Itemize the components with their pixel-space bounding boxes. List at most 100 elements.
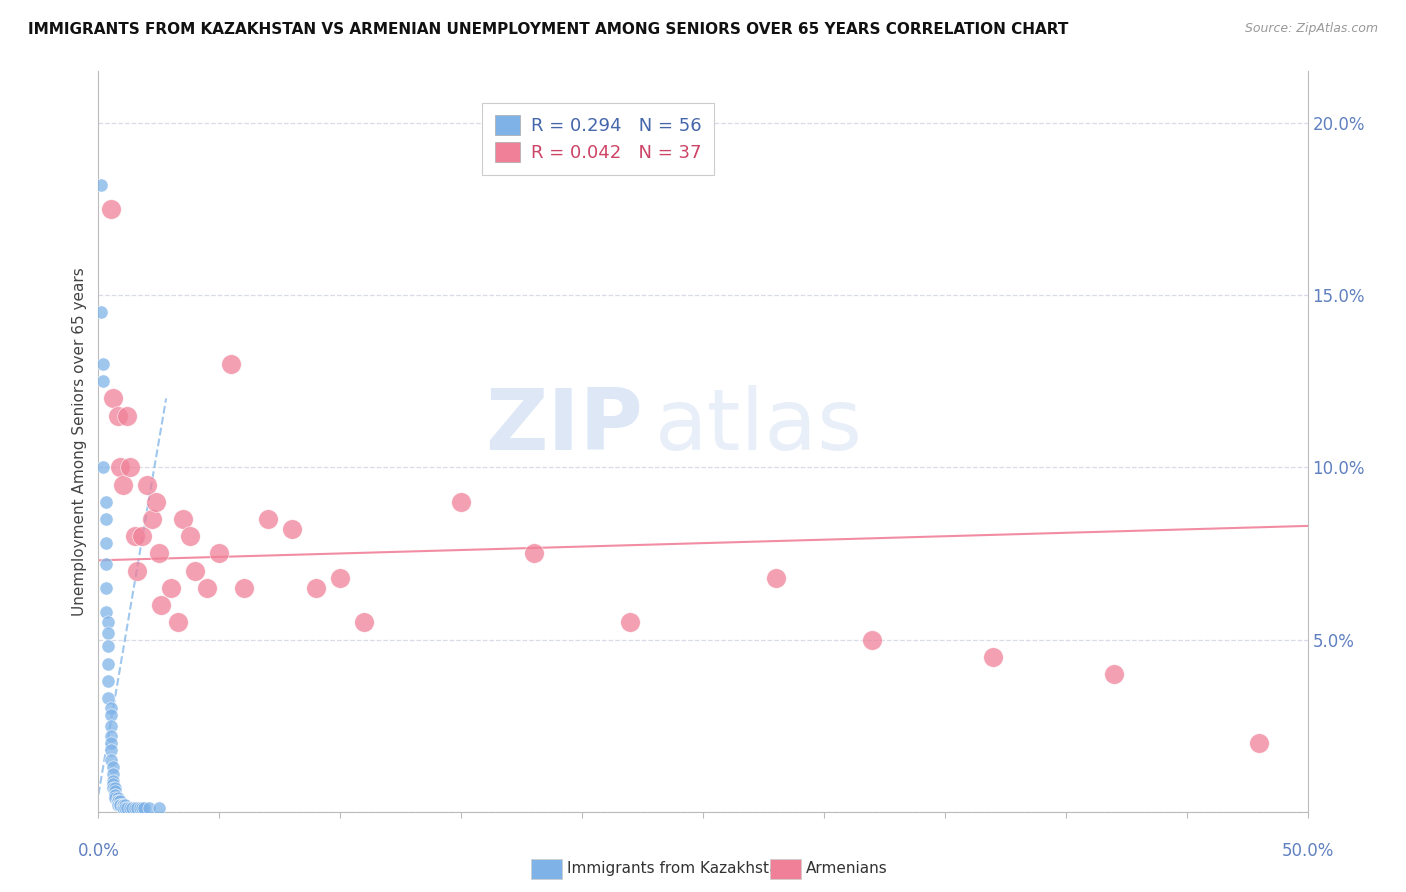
Point bbox=[184, 564, 207, 578]
Point bbox=[523, 546, 546, 560]
Point bbox=[981, 649, 1004, 664]
Point bbox=[353, 615, 375, 630]
Point bbox=[108, 797, 131, 812]
Point bbox=[108, 794, 131, 808]
Point bbox=[329, 570, 352, 584]
Point bbox=[138, 801, 160, 815]
Point bbox=[305, 581, 328, 595]
Point bbox=[100, 708, 122, 723]
Text: ZIP: ZIP bbox=[485, 385, 643, 468]
Point bbox=[107, 797, 129, 812]
Point bbox=[124, 801, 146, 815]
Point bbox=[145, 495, 167, 509]
Point bbox=[195, 581, 218, 595]
Point bbox=[179, 529, 201, 543]
Point bbox=[100, 736, 122, 750]
Point bbox=[124, 529, 146, 543]
Point bbox=[131, 801, 153, 815]
Point bbox=[97, 691, 120, 706]
Point bbox=[148, 546, 170, 560]
Point bbox=[101, 777, 124, 791]
Point bbox=[97, 625, 120, 640]
Point bbox=[450, 495, 472, 509]
Point bbox=[619, 615, 641, 630]
Point bbox=[121, 801, 143, 815]
Point bbox=[97, 657, 120, 671]
Point bbox=[91, 357, 114, 371]
Point bbox=[94, 581, 117, 595]
Point bbox=[100, 743, 122, 757]
Point bbox=[221, 357, 243, 371]
Point bbox=[114, 801, 136, 815]
Point bbox=[232, 581, 254, 595]
Point bbox=[90, 305, 112, 319]
Point bbox=[97, 640, 120, 654]
Point bbox=[1102, 667, 1125, 681]
Point bbox=[107, 409, 129, 423]
Point bbox=[104, 791, 127, 805]
Point bbox=[94, 495, 117, 509]
Point bbox=[114, 797, 136, 812]
Point bbox=[111, 797, 134, 812]
Text: IMMIGRANTS FROM KAZAKHSTAN VS ARMENIAN UNEMPLOYMENT AMONG SENIORS OVER 65 YEARS : IMMIGRANTS FROM KAZAKHSTAN VS ARMENIAN U… bbox=[28, 22, 1069, 37]
Point bbox=[208, 546, 231, 560]
Point bbox=[107, 794, 129, 808]
Point bbox=[131, 529, 153, 543]
Point bbox=[134, 801, 156, 815]
Text: 50.0%: 50.0% bbox=[1281, 842, 1334, 860]
Point bbox=[94, 557, 117, 571]
Text: atlas: atlas bbox=[655, 385, 863, 468]
Point bbox=[148, 801, 170, 815]
Point bbox=[94, 605, 117, 619]
Point bbox=[141, 512, 163, 526]
Point bbox=[107, 794, 129, 808]
Point bbox=[101, 780, 124, 795]
Text: Immigrants from Kazakhstan: Immigrants from Kazakhstan bbox=[567, 862, 787, 876]
Point bbox=[128, 801, 150, 815]
Point bbox=[100, 729, 122, 743]
Point bbox=[101, 392, 124, 406]
Point bbox=[101, 760, 124, 774]
Point bbox=[94, 536, 117, 550]
Point bbox=[1249, 736, 1271, 750]
Point bbox=[118, 801, 141, 815]
Point bbox=[107, 791, 129, 805]
Point bbox=[118, 460, 141, 475]
Point bbox=[108, 460, 131, 475]
Text: 0.0%: 0.0% bbox=[77, 842, 120, 860]
Point bbox=[765, 570, 787, 584]
Point bbox=[117, 801, 139, 815]
Point bbox=[150, 598, 173, 612]
Point bbox=[104, 780, 127, 795]
Point bbox=[281, 522, 304, 536]
Point bbox=[91, 460, 114, 475]
Point bbox=[111, 477, 134, 491]
Point bbox=[104, 788, 127, 802]
Legend: R = 0.294   N = 56, R = 0.042   N = 37: R = 0.294 N = 56, R = 0.042 N = 37 bbox=[482, 103, 714, 175]
Point bbox=[172, 512, 194, 526]
Point bbox=[135, 477, 157, 491]
Point bbox=[90, 178, 112, 192]
Point bbox=[101, 773, 124, 788]
Point bbox=[104, 788, 127, 802]
Point bbox=[100, 718, 122, 732]
Point bbox=[111, 797, 134, 812]
Point bbox=[111, 801, 134, 815]
Point bbox=[100, 701, 122, 715]
Point bbox=[101, 767, 124, 781]
Text: Source: ZipAtlas.com: Source: ZipAtlas.com bbox=[1244, 22, 1378, 36]
Point bbox=[117, 409, 139, 423]
Point bbox=[860, 632, 883, 647]
Point bbox=[127, 801, 149, 815]
Point bbox=[104, 784, 127, 798]
Point bbox=[160, 581, 183, 595]
Y-axis label: Unemployment Among Seniors over 65 years: Unemployment Among Seniors over 65 years bbox=[72, 268, 87, 615]
Point bbox=[94, 512, 117, 526]
Point bbox=[167, 615, 190, 630]
Point bbox=[100, 753, 122, 767]
Point bbox=[100, 202, 122, 216]
Point bbox=[91, 374, 114, 388]
Text: Armenians: Armenians bbox=[806, 862, 887, 876]
Point bbox=[127, 564, 149, 578]
Point bbox=[97, 615, 120, 630]
